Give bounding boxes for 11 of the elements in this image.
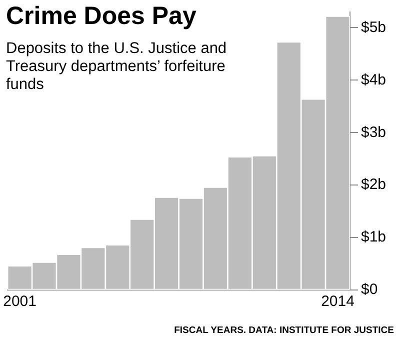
y-tick-label: $0 [361, 281, 378, 298]
y-tick-label: $3b [361, 124, 386, 141]
y-tick-label: $4b [361, 71, 386, 88]
y-tick-label: $1b [361, 228, 386, 246]
x-tick-label: 2001 [3, 293, 36, 310]
text: Deposits to the U.S. Justice and Treasury departments’ forfeiture funds [6, 40, 228, 94]
y-tick-label: $2b [361, 176, 386, 194]
chart-title: Crime Does Pay [6, 2, 196, 31]
x-tick-label: 2014 [321, 293, 354, 310]
text: FISCAL YEARS. DATA: INSTITUTE FOR JUSTICE [174, 325, 394, 336]
y-tick-label: $5b [361, 18, 386, 36]
